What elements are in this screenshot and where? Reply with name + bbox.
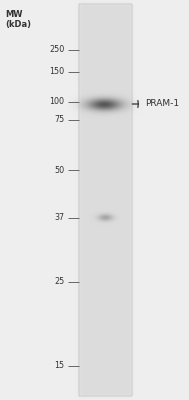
Text: 15: 15 bbox=[54, 362, 64, 370]
Text: 37: 37 bbox=[54, 214, 64, 222]
Text: 150: 150 bbox=[49, 68, 64, 76]
Text: 50: 50 bbox=[54, 166, 64, 174]
Text: PRAM-1: PRAM-1 bbox=[146, 100, 180, 108]
Text: 100: 100 bbox=[49, 98, 64, 106]
Bar bbox=[79, 4, 132, 396]
Text: 75: 75 bbox=[54, 116, 64, 124]
Text: MW
(kDa): MW (kDa) bbox=[6, 10, 32, 29]
Text: 250: 250 bbox=[49, 46, 64, 54]
Text: 25: 25 bbox=[54, 278, 64, 286]
